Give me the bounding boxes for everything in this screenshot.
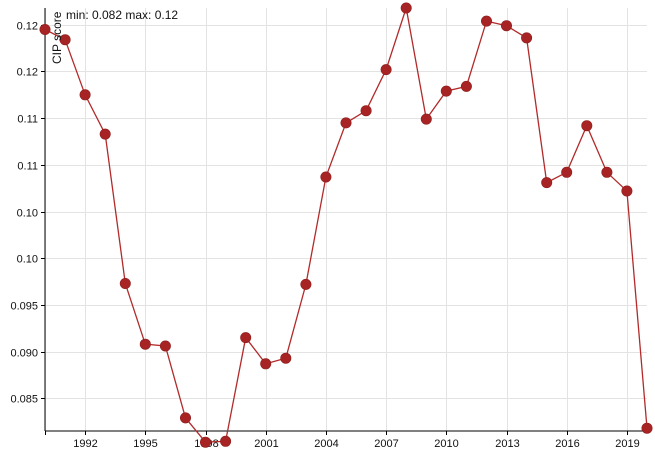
data-point bbox=[260, 358, 272, 370]
data-point bbox=[621, 185, 633, 197]
data-point bbox=[39, 23, 51, 35]
x-tick-label: 2004 bbox=[314, 438, 338, 450]
data-point bbox=[541, 177, 553, 189]
data-point bbox=[460, 80, 472, 92]
data-point bbox=[360, 105, 372, 117]
grid bbox=[45, 8, 647, 431]
y-tick-label: 0.11 bbox=[17, 161, 38, 173]
data-point bbox=[200, 436, 212, 448]
data-point bbox=[139, 338, 151, 350]
y-axis-label: CIP score bbox=[50, 11, 64, 64]
x-tick-label: 2001 bbox=[254, 438, 278, 450]
data-point bbox=[400, 2, 412, 14]
x-tick-label: 1992 bbox=[73, 438, 97, 450]
data-point bbox=[601, 166, 613, 178]
data-point bbox=[119, 277, 131, 289]
data-point bbox=[500, 20, 512, 32]
y-tick-label: 0.095 bbox=[10, 301, 38, 313]
data-point bbox=[420, 113, 432, 125]
y-tick-label: 0.10 bbox=[17, 208, 38, 220]
y-tick-label: 0.10 bbox=[17, 254, 38, 266]
y-tick-label: 0.085 bbox=[10, 394, 38, 406]
x-tick-label: 2007 bbox=[374, 438, 398, 450]
x-tick-label: 2019 bbox=[615, 438, 639, 450]
data-points bbox=[39, 2, 653, 448]
data-point bbox=[561, 166, 573, 178]
data-point bbox=[159, 340, 171, 352]
y-axis: 0.085 0.090 0.095 0.10 0.10 0.11 0.11 0.12 0.12 bbox=[10, 21, 45, 406]
data-point bbox=[280, 352, 292, 364]
data-point bbox=[340, 117, 352, 129]
data-point bbox=[240, 332, 252, 344]
y-tick-label: 0.12 bbox=[17, 21, 38, 33]
data-point bbox=[99, 128, 111, 140]
x-tick-label: 2013 bbox=[495, 438, 519, 450]
y-tick-label: 0.12 bbox=[17, 67, 38, 79]
data-point bbox=[320, 171, 332, 183]
data-point bbox=[581, 120, 593, 132]
y-tick-label: 0.11 bbox=[17, 114, 38, 126]
data-point bbox=[59, 34, 71, 46]
data-point bbox=[380, 64, 392, 76]
data-point bbox=[79, 89, 91, 101]
data-point bbox=[641, 422, 653, 434]
data-point bbox=[521, 32, 533, 44]
data-point bbox=[440, 85, 452, 97]
x-axis: 1992199519982001200420072010201320162019 bbox=[45, 431, 640, 450]
data-point bbox=[220, 435, 232, 447]
data-point bbox=[300, 278, 312, 290]
y-tick-label: 0.090 bbox=[10, 348, 38, 360]
series-line bbox=[44, 7, 648, 443]
data-point bbox=[480, 15, 492, 27]
x-tick-label: 2016 bbox=[555, 438, 579, 450]
x-tick-label: 1995 bbox=[133, 438, 157, 450]
min-max-annotation: min: 0.082 max: 0.12 bbox=[66, 8, 178, 22]
data-point bbox=[180, 412, 192, 424]
x-tick-label: 2010 bbox=[434, 438, 458, 450]
